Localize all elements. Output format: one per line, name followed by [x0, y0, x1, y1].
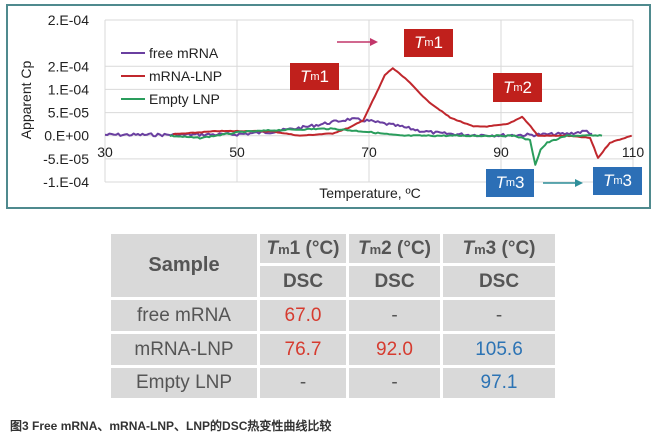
cell-tm3: 105.6: [440, 331, 558, 368]
header-tm3: Tm3 (°C): [440, 231, 558, 266]
header-method-tm1: DSC: [257, 263, 349, 300]
tm-table: Sample Tm1 (°C) Tm2 (°C) Tm3 (°C) DSC DS…: [108, 231, 558, 401]
shift-arrow-red-head: [370, 38, 378, 46]
x-axis-title: Temperature, ºC: [319, 185, 421, 201]
table-row: free mRNA 67.0 - -: [108, 297, 558, 334]
header-tm1: Tm1 (°C): [257, 231, 349, 266]
cell-tm2: -: [346, 297, 443, 334]
y-axis-title: Apparent Cp: [18, 60, 34, 139]
table-row: mRNA-LNP 76.7 92.0 105.6: [108, 331, 558, 368]
x-tick-label: 110: [622, 144, 645, 160]
chart-frame: [6, 4, 651, 209]
y-tick-label: 5.E-05: [48, 105, 89, 121]
y-tick-label: -1.E-04: [43, 174, 89, 190]
x-tick-label: 50: [229, 144, 245, 160]
table-row: Empty LNP - - 97.1: [108, 365, 558, 401]
figure-caption: 图3 Free mRNA、mRNA-LNP、LNP的DSC热变性曲线比较: [10, 419, 332, 433]
x-tick-label: 70: [361, 144, 377, 160]
cell-tm1: 76.7: [257, 331, 349, 368]
dsc-chart: 2.E-04 2.E-04 1.E-04 5.E-05 0.E+00 -5.E-05 -1.…: [18, 12, 645, 201]
legend-label: free mRNA: [149, 45, 219, 61]
cell-tm2: 92.0: [346, 331, 443, 368]
series-line-empty-lnp: [169, 127, 603, 166]
legend-label: mRNA-LNP: [149, 68, 222, 84]
cell-tm1: 67.0: [257, 297, 349, 334]
y-tick-label: 2.E-04: [48, 58, 89, 74]
legend-label: Empty LNP: [149, 91, 220, 107]
header-tm2: Tm2 (°C): [346, 231, 443, 266]
y-tick-label: 1.E-04: [48, 81, 89, 97]
cell-tm3: -: [440, 297, 558, 334]
cell-tm1: -: [257, 365, 349, 401]
y-tick-label: 0.E+00: [44, 128, 89, 144]
shift-arrow-teal-head: [575, 179, 583, 187]
cell-sample: free mRNA: [108, 297, 260, 334]
header-sample: Sample: [108, 231, 260, 300]
header-method-tm2: DSC: [346, 263, 443, 300]
cell-sample: mRNA-LNP: [108, 331, 260, 368]
x-tick-label: 30: [97, 144, 113, 160]
x-tick-label: 90: [493, 144, 509, 160]
y-tick-label: 2.E-04: [48, 12, 89, 28]
cell-sample: Empty LNP: [108, 365, 260, 401]
header-method-tm3: DSC: [440, 263, 558, 300]
cell-tm3: 97.1: [440, 365, 558, 401]
y-tick-label: -5.E-05: [43, 151, 89, 167]
cell-tm2: -: [346, 365, 443, 401]
